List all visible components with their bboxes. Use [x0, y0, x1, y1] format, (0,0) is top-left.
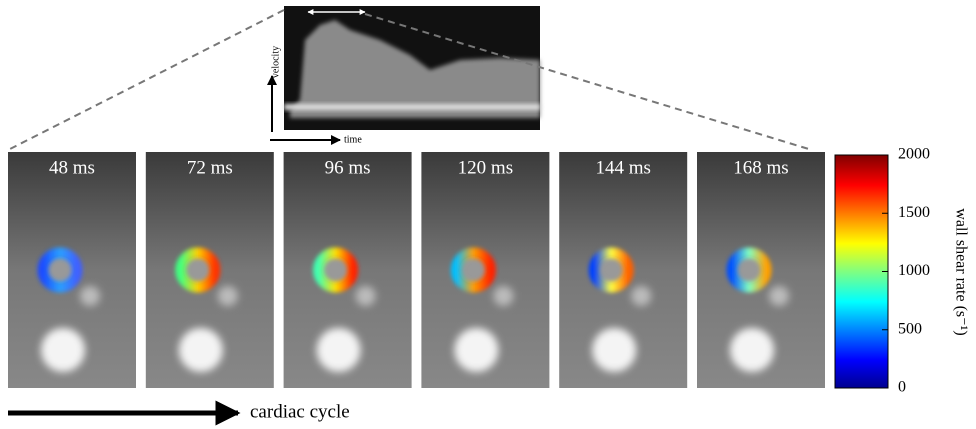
image-panel: 120 ms: [421, 152, 550, 388]
colorbar-label: wall shear rate (s⁻¹): [952, 208, 969, 335]
waveform: [290, 20, 540, 118]
colorbar-tick-label: 2000: [898, 146, 930, 163]
vessel-small: [355, 286, 376, 306]
vessel-small: [769, 286, 789, 306]
zoom-line: [7, 9, 285, 151]
shear-ring: [450, 247, 496, 293]
baseline: [284, 104, 540, 110]
colorbar: [834, 154, 889, 389]
timeline-label: cardiac cycle: [250, 401, 350, 422]
image-panel: 96 ms: [283, 152, 412, 388]
vessel-small: [493, 286, 514, 306]
vessel-small: [217, 286, 238, 306]
lumen: [183, 256, 212, 284]
shear-ring: [175, 247, 221, 293]
vessel-large: [730, 328, 774, 372]
lumen: [735, 256, 763, 284]
shear-ring: [726, 247, 772, 293]
vessel-large: [316, 328, 361, 372]
shear-ring: [37, 247, 83, 293]
inset-y-label: velocity: [270, 46, 281, 78]
shear-ring: [313, 247, 359, 293]
shear-ring: [588, 247, 634, 293]
image-panel: 72 ms: [145, 152, 274, 388]
panel-label: 144 ms: [595, 157, 650, 178]
colorbar-ticks: 0 500 1000 1500 2000: [882, 146, 930, 396]
image-panel: 48 ms: [8, 152, 136, 388]
panel-label: 96 ms: [325, 157, 371, 178]
lumen: [321, 256, 350, 284]
panel-label: 168 ms: [733, 157, 788, 178]
inset-x-label: time: [344, 134, 362, 145]
vessel-large: [592, 328, 637, 372]
vessel-large: [178, 328, 223, 372]
vessel-small: [631, 286, 652, 306]
image-panel: 144 ms: [559, 152, 688, 388]
panels: 48 ms 72 ms 96 ms 120 ms 144 ms 168 ms: [8, 152, 825, 388]
image-panel: 168 ms: [697, 152, 825, 388]
panel-label: 120 ms: [458, 157, 513, 178]
colorbar-tick-label: 500: [898, 320, 922, 337]
vessel-large: [454, 328, 499, 372]
velocity-inset: [284, 6, 540, 130]
panel-label: 72 ms: [187, 157, 233, 178]
vessel-large: [41, 328, 85, 372]
lumen: [459, 256, 488, 284]
panel-label: 48 ms: [49, 157, 95, 178]
colorbar-tick-label: 1500: [898, 204, 930, 221]
lumen: [597, 256, 626, 284]
colorbar-tick-label: 1000: [898, 262, 930, 279]
zoom-line: [364, 13, 813, 151]
lumen: [46, 256, 74, 284]
colorbar-tick-label: 0: [898, 379, 906, 396]
vessel-small: [80, 286, 100, 306]
